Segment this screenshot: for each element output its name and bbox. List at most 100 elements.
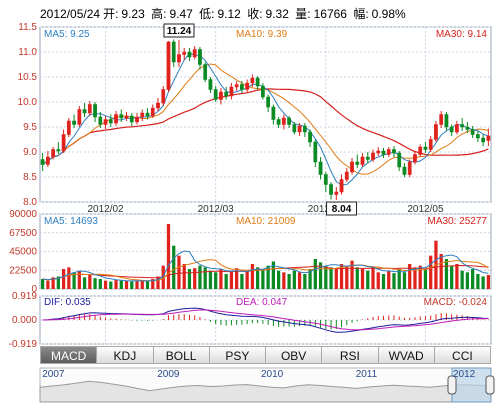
volume-y-tick: 0 (31, 284, 37, 295)
tab-psy[interactable]: PSY (209, 346, 266, 364)
tab-obv[interactable]: OBV (266, 346, 323, 364)
candle-body (229, 86, 234, 97)
volume-bar (140, 280, 144, 289)
overview-x-tick: 2009 (157, 369, 180, 380)
overview-navigator[interactable] (39, 367, 495, 403)
candle-body (145, 112, 150, 117)
open-value: 9.23 (121, 7, 145, 21)
candle-body (87, 104, 92, 114)
candle-body (119, 114, 124, 119)
tab-boll[interactable]: BOLL (153, 346, 210, 364)
volume-legend-ma30: MA30: 25277 (428, 216, 488, 227)
volume-legend-ma5: MA5: 14693 (44, 216, 98, 227)
candle-body (140, 112, 145, 118)
candle-body (182, 51, 187, 55)
tab-rsi[interactable]: RSI (322, 346, 379, 364)
low-value: 9.12 (217, 7, 241, 21)
overview-x-tick: 2007 (42, 369, 65, 380)
volume-bar (266, 265, 270, 289)
volume-bar (418, 265, 422, 289)
volume-bar (423, 269, 428, 289)
price-y-tick: 11.5 (18, 22, 37, 33)
candlestick-series[interactable] (40, 39, 491, 201)
volume-bar (145, 281, 150, 289)
volume-bar (235, 268, 239, 289)
volume-bar (366, 270, 370, 289)
macd-y-tick: 0.000 (12, 315, 37, 326)
volume-bar (392, 273, 396, 289)
volume-bar (465, 272, 470, 289)
candle-body (161, 89, 166, 104)
price-x-tick: 2012/02 (87, 204, 124, 215)
volume-bar (109, 281, 113, 289)
tab-cci[interactable]: CCI (434, 346, 491, 364)
candle-body (45, 156, 50, 165)
candle-body (334, 191, 339, 195)
volume-bar (114, 279, 118, 289)
volume-bar (214, 272, 218, 289)
volume-bar (187, 269, 192, 289)
volume-bar (371, 267, 375, 289)
candle-body (360, 156, 365, 165)
candle-body (486, 135, 491, 141)
volume-legend-ma10: MA10: 21009 (236, 216, 296, 227)
candle-body (481, 137, 486, 143)
candle-body (219, 91, 223, 100)
candle-body (465, 126, 470, 130)
candle-body (93, 104, 97, 118)
price-legend-ma5: MA5: 9.25 (44, 29, 90, 40)
macd-y-tick: 0.919 (12, 291, 37, 302)
candle-body (318, 161, 323, 175)
tab-macd[interactable]: MACD (40, 346, 98, 364)
volume-bar (261, 269, 265, 289)
volume-bar (381, 274, 386, 289)
volume-bar (166, 224, 171, 289)
volume-bar (329, 267, 333, 289)
candle-body (386, 149, 391, 155)
candle-body (166, 41, 171, 90)
candle-body (476, 134, 480, 139)
candle-body (418, 146, 423, 155)
volume-bar (324, 265, 328, 289)
open-label: 开: (103, 7, 119, 21)
dif-line (42, 307, 489, 333)
volume-series[interactable] (40, 224, 491, 289)
volume-bar (313, 259, 317, 289)
tab-wvad[interactable]: WVAD (378, 346, 435, 364)
low-label: 低: (199, 7, 215, 21)
candle-body (323, 174, 328, 185)
candle-body (135, 116, 139, 123)
price-y-tick: 11.0 (18, 47, 37, 58)
candle-body (261, 85, 265, 98)
overview-x-tick: 2011 (356, 369, 378, 380)
candle-body (392, 149, 396, 154)
candle-body (224, 91, 229, 97)
volume-bar (208, 270, 213, 289)
candle-body (402, 166, 407, 175)
candle-body (192, 49, 197, 58)
volume-bar (61, 269, 66, 289)
volume-bar (156, 276, 160, 289)
candle-body (460, 124, 465, 128)
candle-body (56, 149, 61, 152)
grid-lines (39, 26, 492, 345)
candle-body (208, 79, 213, 90)
close-label: 收: (247, 7, 263, 21)
candle-body (449, 126, 454, 133)
volume-bar (40, 279, 45, 289)
candle-body (98, 116, 103, 125)
candle-body (350, 161, 354, 173)
extreme-label: 8.04 (332, 204, 352, 215)
candle-body (439, 114, 444, 125)
candle-body (376, 150, 381, 154)
volume-bar (282, 272, 286, 289)
volume-bar (151, 279, 155, 289)
tab-kdj[interactable]: KDJ (97, 346, 154, 364)
candle-body (66, 120, 71, 135)
candle-body (302, 125, 307, 133)
candle-body (271, 106, 276, 120)
candle-body (470, 129, 475, 135)
volume-bar (135, 280, 139, 289)
candle-body (114, 114, 118, 124)
